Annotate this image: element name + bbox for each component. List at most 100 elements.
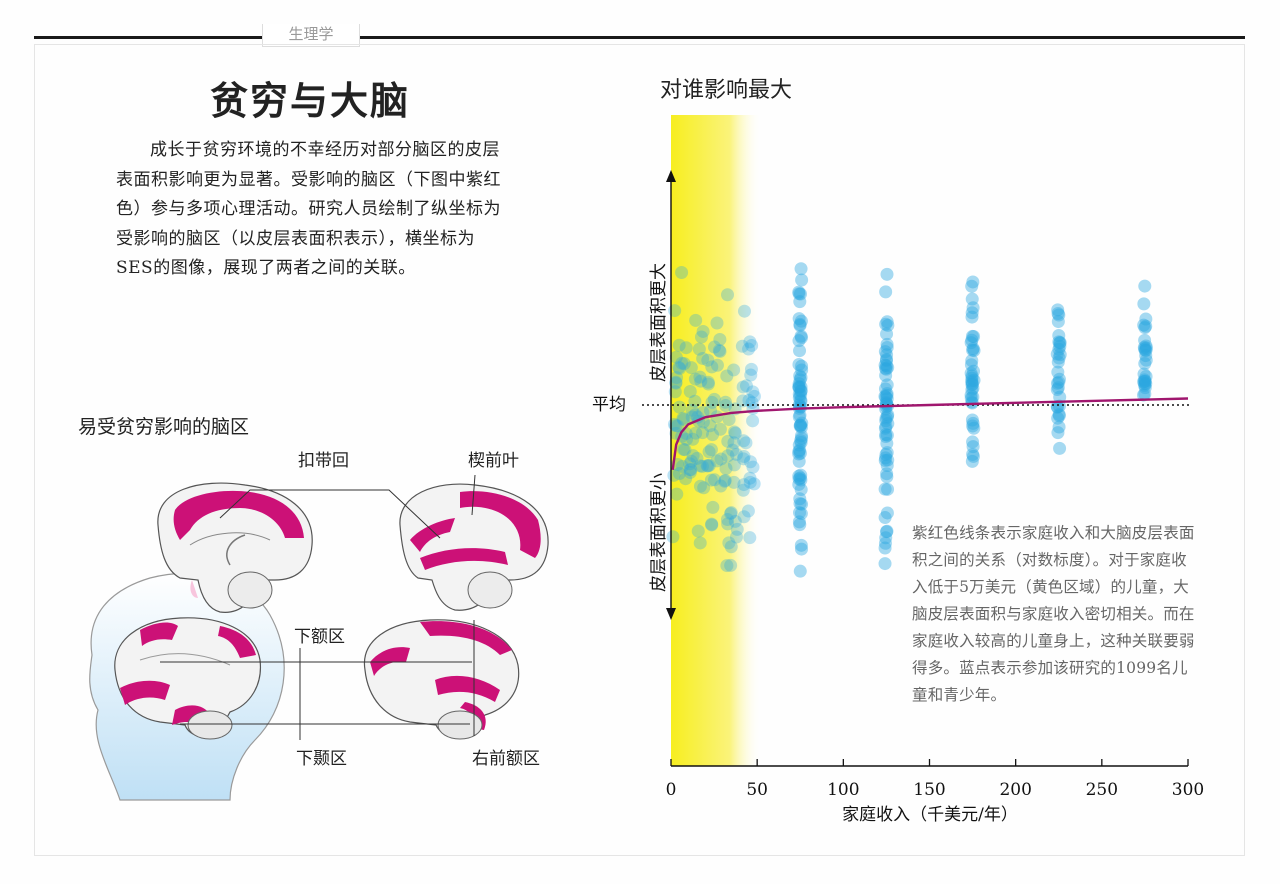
data-point [690, 451, 704, 465]
data-point [683, 463, 697, 477]
data-point [1052, 372, 1066, 386]
data-point [688, 372, 702, 386]
data-point [1051, 381, 1065, 395]
data-point [1052, 329, 1066, 343]
data-point [1137, 318, 1151, 332]
data-point [879, 525, 893, 539]
data-point [793, 408, 807, 422]
brain-figure-heading: 易受贫穷影响的脑区 [78, 416, 250, 438]
data-point [1138, 343, 1152, 357]
scatter-chart: 皮层表面积更大 皮层表面积更小 平均 0 50 100 150 200 250 300 家庭… [592, 115, 1204, 825]
data-point [1138, 321, 1152, 335]
data-point [1138, 357, 1152, 371]
data-point [721, 517, 735, 531]
data-point [878, 557, 892, 571]
data-point [965, 369, 979, 383]
data-point [1053, 348, 1067, 362]
label-inferior-temporal: 下颞区 [296, 749, 347, 769]
data-point [878, 345, 892, 359]
data-point [966, 343, 980, 357]
data-point [878, 482, 892, 496]
x-tick-label: 300 [1172, 780, 1204, 800]
data-point [794, 393, 808, 407]
precuneus-highlight [460, 491, 541, 558]
data-point [967, 373, 981, 387]
data-point [792, 381, 806, 395]
data-point [744, 368, 758, 382]
data-point [880, 327, 894, 341]
data-point [966, 416, 980, 430]
data-point [718, 474, 732, 488]
data-point [880, 467, 894, 481]
data-point [792, 454, 806, 468]
page-frame [34, 44, 1245, 856]
y-label-bottom: 皮层表面积更小 [649, 473, 669, 592]
data-point [713, 333, 727, 347]
data-point [879, 353, 893, 367]
data-point [1139, 349, 1153, 363]
data-point [966, 390, 980, 404]
data-point [669, 376, 683, 390]
data-point [967, 421, 981, 435]
y-arrow-up [666, 170, 676, 182]
data-point [1051, 306, 1065, 320]
data-point [1139, 339, 1153, 353]
data-point [1139, 341, 1153, 355]
data-point [1050, 376, 1064, 390]
data-point [720, 559, 734, 573]
data-point [878, 511, 892, 525]
label-inferior-frontal: 下额区 [294, 627, 345, 647]
label-precuneus: 楔前叶 [468, 451, 519, 471]
data-point [792, 285, 806, 299]
data-point [666, 530, 680, 544]
data-point [880, 359, 894, 373]
label-cingulate: 扣带回 [298, 451, 349, 471]
data-point [695, 459, 709, 473]
data-point [1138, 373, 1152, 387]
data-point [686, 432, 700, 446]
data-point [795, 363, 809, 377]
data-point [739, 436, 753, 450]
data-point [720, 513, 734, 527]
data-point [881, 408, 895, 422]
data-point [794, 435, 808, 449]
data-point [747, 477, 761, 491]
data-point [1137, 388, 1151, 402]
data-point [721, 434, 735, 448]
data-point [793, 419, 807, 433]
data-point [792, 477, 806, 491]
label-right-frontal: 右前额区 [472, 749, 540, 769]
data-point [728, 425, 742, 439]
data-point [792, 515, 806, 529]
data-point [794, 380, 808, 394]
data-point [679, 341, 693, 355]
data-point [710, 358, 724, 372]
data-point [792, 438, 806, 452]
data-points [666, 262, 1153, 578]
data-point [735, 339, 749, 353]
x-tick-label: 250 [1086, 780, 1118, 800]
data-point [714, 452, 728, 466]
medial-brain-right [399, 483, 549, 611]
data-point [694, 374, 708, 388]
data-point [708, 473, 722, 487]
data-point [743, 475, 757, 489]
data-point [793, 518, 807, 532]
data-point [793, 369, 807, 383]
data-point [879, 362, 893, 376]
data-point [683, 384, 697, 398]
data-point [879, 420, 893, 434]
data-point [964, 366, 978, 380]
data-point [879, 285, 893, 299]
data-point [794, 384, 808, 398]
data-point [965, 377, 979, 391]
data-point [794, 418, 808, 432]
data-point [705, 517, 719, 531]
leader-lines [160, 474, 476, 740]
data-point [705, 360, 719, 374]
data-point [737, 510, 751, 524]
data-point [793, 492, 807, 506]
data-point [724, 507, 738, 521]
data-point [966, 435, 980, 449]
data-point [795, 416, 809, 430]
